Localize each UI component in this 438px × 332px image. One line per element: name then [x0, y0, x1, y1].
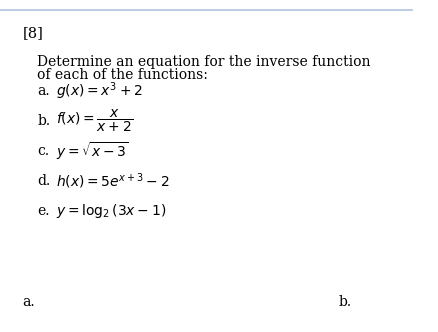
Text: d.: d.: [37, 174, 50, 188]
Text: b.: b.: [339, 295, 352, 309]
Text: of each of the functions:: of each of the functions:: [37, 68, 208, 82]
Text: $g(x)=x^3+2$: $g(x)=x^3+2$: [56, 80, 142, 102]
Text: e.: e.: [37, 204, 49, 218]
Text: $y=\sqrt{x-3}$: $y=\sqrt{x-3}$: [56, 140, 129, 162]
Text: [8]: [8]: [23, 27, 44, 41]
Text: a.: a.: [23, 295, 35, 309]
Text: c.: c.: [37, 144, 49, 158]
Text: $f(x)=\dfrac{x}{x+2}$: $f(x)=\dfrac{x}{x+2}$: [56, 108, 133, 134]
Text: $h(x)=5e^{x+3}-2$: $h(x)=5e^{x+3}-2$: [56, 171, 170, 191]
Text: Determine an equation for the inverse function: Determine an equation for the inverse fu…: [37, 55, 371, 69]
Text: $y=\log_2(3x-1)$: $y=\log_2(3x-1)$: [56, 202, 166, 220]
Text: a.: a.: [37, 84, 50, 98]
Text: b.: b.: [37, 114, 50, 128]
